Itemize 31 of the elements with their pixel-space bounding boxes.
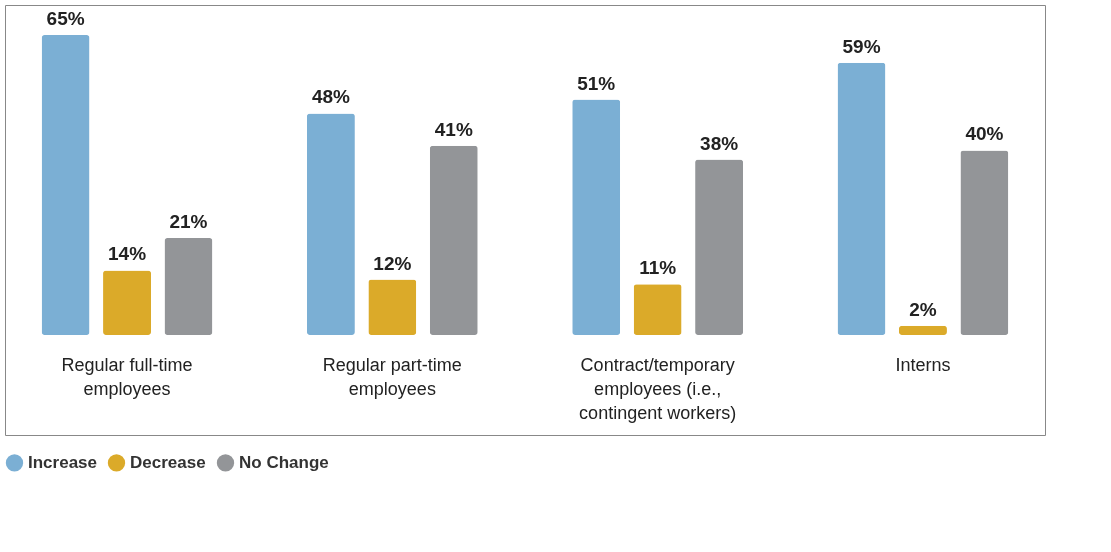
legend-label: Increase — [28, 452, 97, 472]
bar — [306, 113, 355, 335]
legend-label: Decrease — [130, 452, 206, 472]
bar — [633, 284, 682, 335]
bar — [572, 99, 621, 335]
bar — [41, 35, 90, 335]
data-label: 59% — [842, 35, 881, 57]
x-tick-label: Interns — [895, 355, 951, 375]
bar — [103, 270, 152, 335]
bar — [898, 325, 947, 335]
data-label: 12% — [373, 252, 412, 274]
x-tick-label: Regular full-time employees — [61, 355, 193, 399]
data-label: 14% — [108, 243, 147, 265]
x-tick-label: Contract/temporary employees (i.e., contingent workers) — [579, 355, 737, 423]
data-label: 51% — [577, 72, 616, 94]
data-label: 11% — [639, 257, 677, 279]
bar — [368, 279, 417, 335]
data-label: 48% — [311, 86, 351, 108]
data-label: 38% — [700, 132, 739, 154]
legend-label: No Change — [239, 452, 329, 472]
data-label: 41% — [434, 118, 473, 140]
data-label: 21% — [169, 211, 208, 233]
data-label: 40% — [965, 123, 1004, 145]
bar — [695, 159, 744, 335]
bar — [429, 145, 478, 335]
bar — [837, 62, 886, 335]
bar — [960, 150, 1009, 335]
data-label: 65% — [46, 8, 85, 29]
bar — [164, 238, 213, 335]
data-label: 2% — [909, 298, 937, 320]
x-tick-label: Regular part-time employees — [322, 355, 462, 399]
